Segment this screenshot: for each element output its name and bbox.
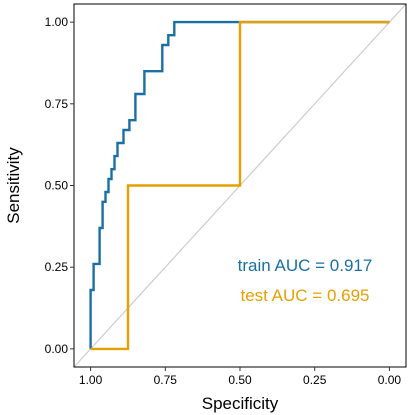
test-auc-annotation: test AUC = 0.695 xyxy=(241,286,370,305)
tick-layer: 1.00 0.75 0.50 0.25 0.00 0.00 0.25 0.50 0.75 1.00 xyxy=(45,15,402,387)
train-roc-line xyxy=(89,20,390,349)
train-auc-annotation: train AUC = 0.917 xyxy=(238,256,373,275)
y-tick-label: 0.75 xyxy=(45,97,69,111)
test-roc-line xyxy=(90,20,390,351)
y-tick-label: 0.25 xyxy=(45,260,69,274)
x-axis-title: Specificity xyxy=(202,394,279,413)
x-tick-label: 0.00 xyxy=(378,373,402,387)
y-tick-label: 1.00 xyxy=(45,15,69,29)
y-tick-label: 0.00 xyxy=(45,342,69,356)
y-axis-title: Sensitivity xyxy=(4,147,23,224)
y-tick-label: 0.50 xyxy=(45,179,69,193)
x-tick-label: 0.75 xyxy=(154,373,178,387)
x-tick-label: 1.00 xyxy=(79,373,103,387)
series-layer xyxy=(89,20,390,351)
x-tick-label: 0.50 xyxy=(228,373,252,387)
x-tick-label: 0.25 xyxy=(303,373,327,387)
